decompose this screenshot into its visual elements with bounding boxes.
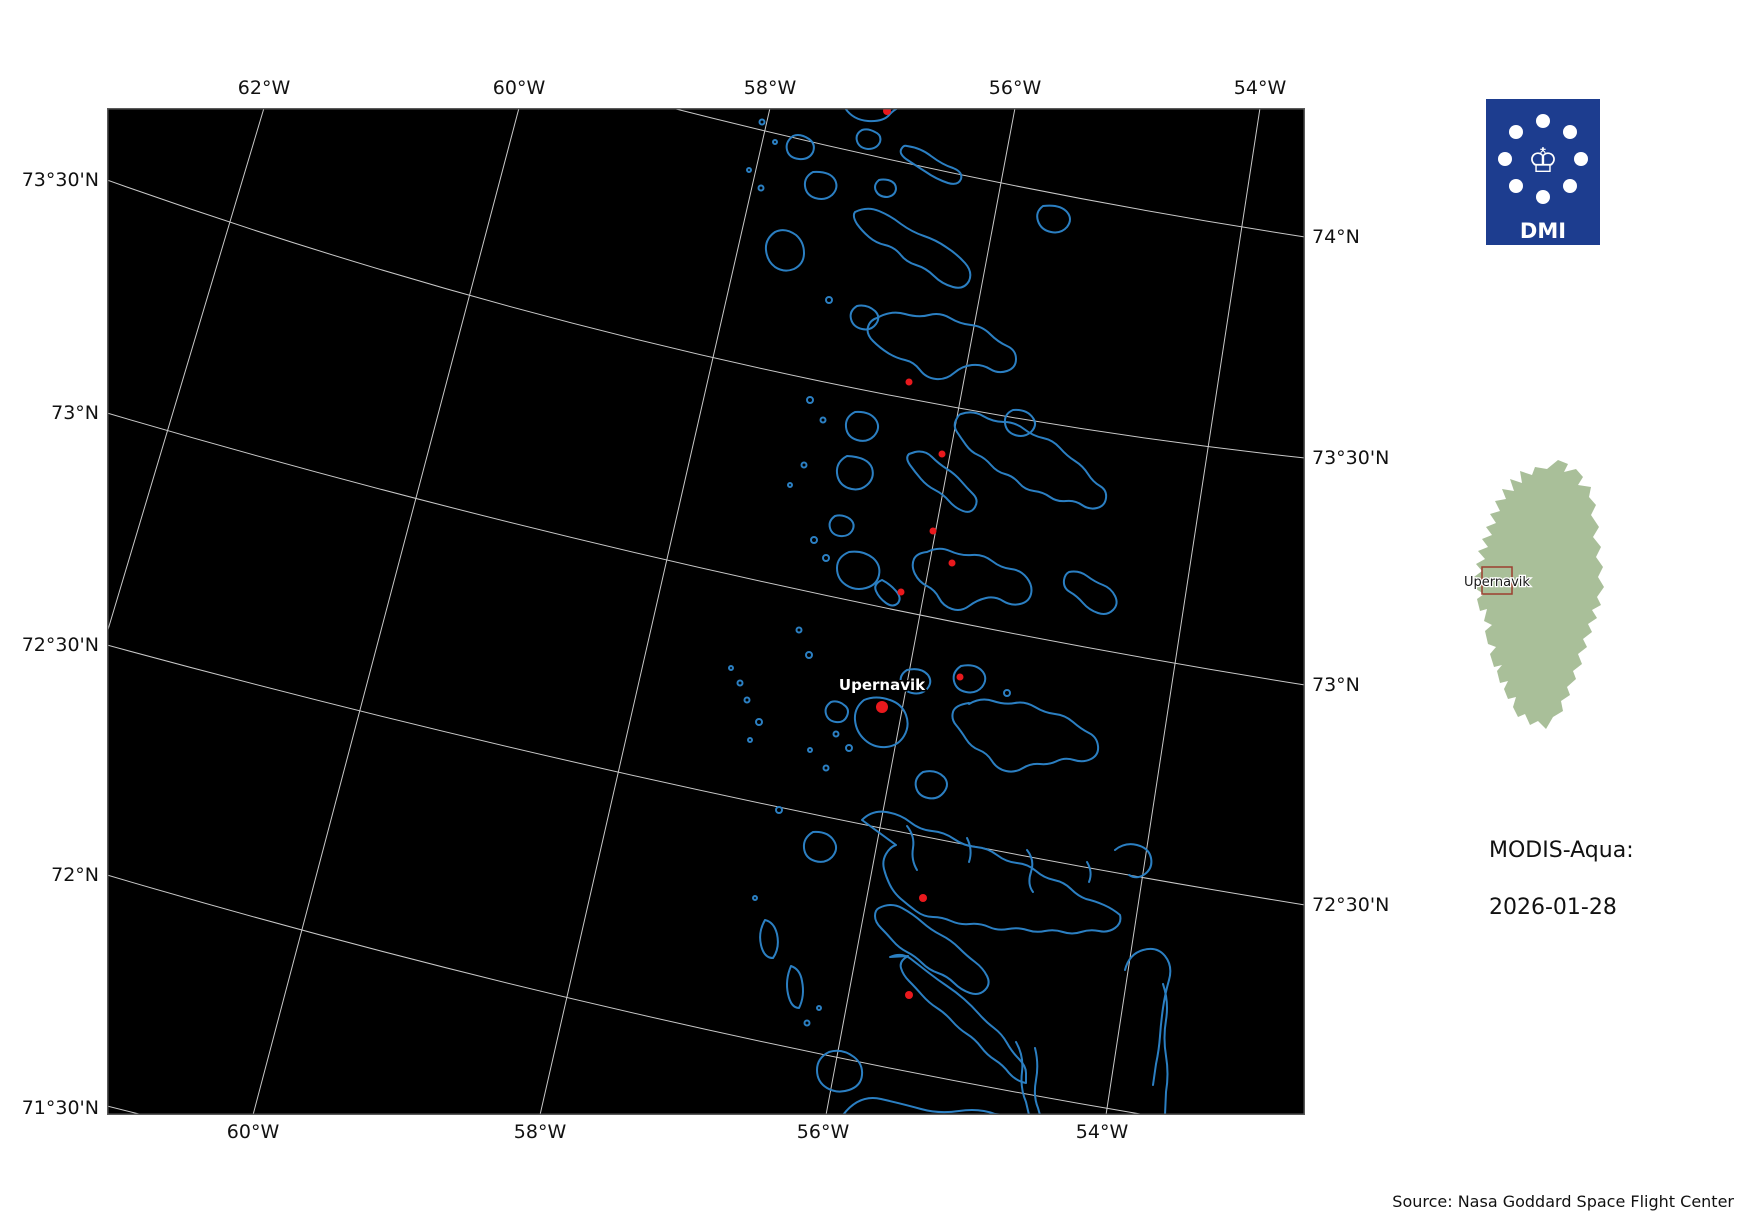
graticule-layer xyxy=(107,108,1305,1115)
map-panel: Upernavik xyxy=(107,108,1305,1115)
dmi-logo-text: DMI xyxy=(1520,219,1566,243)
product-date: 2026-01-28 xyxy=(1489,895,1617,920)
tick-label-left: 72°30'N xyxy=(21,634,99,656)
settlement-dot xyxy=(948,559,956,567)
tick-label-right: 73°30'N xyxy=(1312,447,1390,469)
parallel-73-30n xyxy=(107,179,1305,459)
meridian-60w xyxy=(252,108,520,1115)
tick-label-bottom: 60°W xyxy=(226,1121,280,1143)
map-place-label: Upernavik xyxy=(839,676,926,694)
meridian-58w xyxy=(539,108,771,1115)
tick-label-left: 71°30'N xyxy=(21,1097,99,1119)
crown-icon: ♔ xyxy=(1528,141,1558,181)
satellite-map: Upernavik xyxy=(107,108,1305,1115)
tick-label-right: 74°N xyxy=(1312,226,1360,248)
meridian-56w xyxy=(825,108,1016,1115)
tick-label-top: 54°W xyxy=(1233,77,1287,99)
tick-label-top: 56°W xyxy=(988,77,1042,99)
inset-place-label: Upernavik xyxy=(1464,575,1530,590)
greenland-silhouette xyxy=(1474,460,1604,729)
parallel-72-30n xyxy=(107,644,1305,906)
tick-label-right: 73°N xyxy=(1312,674,1360,696)
settlement-dot xyxy=(897,588,905,596)
tick-label-left: 72°N xyxy=(51,864,99,886)
settlement-dot xyxy=(905,991,913,999)
map-background xyxy=(107,108,1305,1115)
settlement-dot xyxy=(883,108,891,115)
parallel-72n xyxy=(107,874,1147,1115)
settlement-dots-layer xyxy=(876,108,964,999)
coastline-layer xyxy=(728,108,1172,1115)
meridian-54w xyxy=(1105,108,1261,1115)
source-credit: Source: Nasa Goddard Space Flight Center xyxy=(1392,1192,1734,1211)
dmi-logo: ♔ DMI xyxy=(1486,99,1600,245)
tick-label-left: 73°N xyxy=(51,402,99,424)
settlement-dot xyxy=(956,673,964,681)
parallel-74n xyxy=(671,108,1305,238)
tick-label-top: 62°W xyxy=(237,77,291,99)
map-border xyxy=(107,108,1305,1115)
settlement-dot xyxy=(938,450,946,458)
inset-region-box xyxy=(1481,566,1513,595)
dmi-logo-dot-ring xyxy=(1498,114,1588,204)
tick-label-bottom: 58°W xyxy=(513,1121,567,1143)
tick-label-bottom: 56°W xyxy=(796,1121,850,1143)
meridian-62w xyxy=(107,108,265,634)
parallel-73n xyxy=(107,412,1305,686)
settlement-dot xyxy=(919,894,927,902)
settlement-dot xyxy=(905,378,913,386)
tick-label-right: 72°30'N xyxy=(1312,894,1390,916)
tick-label-top: 60°W xyxy=(492,77,546,99)
product-name: MODIS-Aqua: xyxy=(1489,838,1634,863)
tick-label-bottom: 54°W xyxy=(1075,1121,1129,1143)
tick-label-left: 73°30'N xyxy=(21,169,99,191)
settlement-dot xyxy=(876,701,888,713)
settlement-dot xyxy=(929,527,937,535)
greenland-inset-map: Upernavik xyxy=(1463,460,1604,729)
tick-label-top: 58°W xyxy=(743,77,797,99)
